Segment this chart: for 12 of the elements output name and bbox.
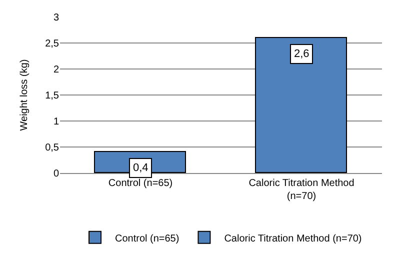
y-tick-label: 2,5 <box>45 38 60 50</box>
y-tick-label: 1,5 <box>45 90 60 102</box>
legend-label: Control (n=65) <box>115 233 180 244</box>
data-label: 0,4 <box>133 162 148 174</box>
y-tick-label: 0,5 <box>45 142 60 154</box>
legend-label: Caloric Titration Method (n=70) <box>224 233 362 244</box>
y-axis-title: Weight loss (kg) <box>19 59 30 131</box>
y-tick-label: 0 <box>53 168 60 180</box>
y-tick-label: 3 <box>53 12 60 24</box>
y-tick-label: 1 <box>53 116 60 128</box>
y-tick-label: 2 <box>53 64 60 76</box>
data-label: 2,6 <box>294 48 310 60</box>
